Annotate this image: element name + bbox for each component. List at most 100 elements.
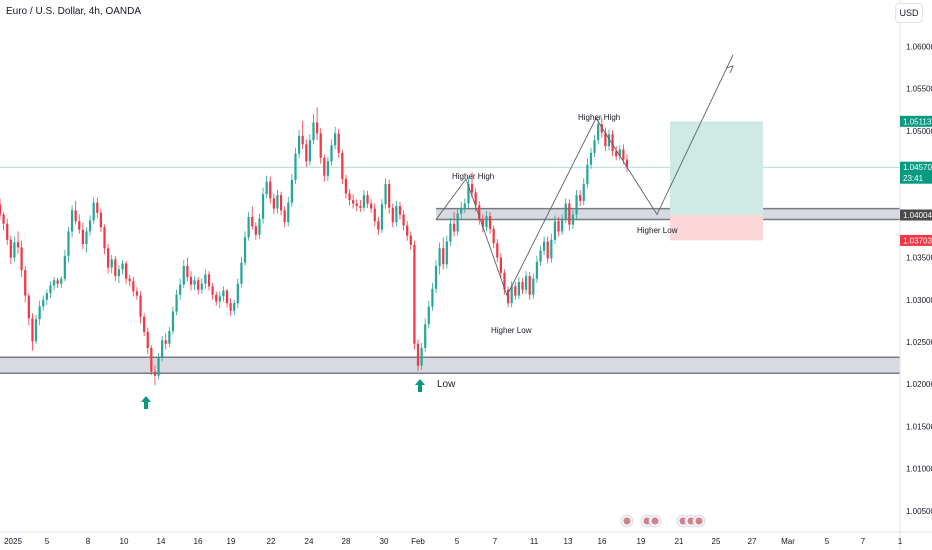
candle-body: [434, 266, 438, 289]
candle-body: [164, 340, 167, 344]
candle-body: [225, 290, 229, 304]
candle-body: [488, 216, 492, 229]
candle-body: [139, 295, 142, 317]
candle-body: [52, 280, 56, 286]
candle-body: [330, 145, 333, 162]
candle-body: [561, 218, 564, 232]
x-tick-label: 21: [675, 537, 684, 546]
candle-body: [168, 331, 171, 344]
candle-body: [99, 212, 103, 228]
candle-body: [579, 195, 582, 201]
candle-body: [146, 331, 149, 348]
candle-body: [496, 243, 499, 258]
candle-body: [402, 214, 405, 226]
candle-body: [366, 195, 369, 204]
x-tick-label: 8: [86, 537, 91, 546]
candle-body: [294, 153, 297, 180]
x-tick-label: 22: [267, 537, 276, 546]
candle-body: [247, 217, 250, 238]
candle-body: [618, 149, 621, 157]
target-price-tag: [900, 115, 932, 127]
event-marker-flag: [679, 517, 687, 525]
x-tick-label: 2025: [4, 537, 22, 546]
candle-body: [243, 237, 247, 263]
candle-body: [323, 157, 326, 176]
candle-body: [27, 295, 30, 319]
candle-body: [96, 202, 99, 213]
candle-body: [233, 303, 236, 311]
candle-body: [391, 207, 394, 223]
candle-body: [218, 296, 221, 302]
y-tick-label: 1.02500: [906, 338, 932, 347]
support-zone: [0, 357, 900, 374]
y-tick-label: 1.00500: [906, 507, 932, 516]
candle-body: [9, 239, 12, 258]
candle-body: [67, 231, 70, 256]
candle-body: [60, 278, 63, 284]
candle-body: [171, 311, 175, 332]
candle-body: [287, 202, 290, 223]
candle-body: [265, 181, 268, 195]
candle-body: [535, 261, 539, 279]
candle-body: [128, 278, 131, 282]
candle-body: [359, 206, 362, 208]
candle-body: [524, 276, 528, 290]
candle-body: [179, 284, 182, 295]
candle-body: [589, 152, 593, 165]
currency-button[interactable]: USD: [895, 3, 923, 23]
projection-arrowhead: [725, 65, 734, 74]
candle-body: [229, 303, 232, 311]
candle-body: [24, 270, 27, 296]
candle-body: [362, 195, 366, 208]
candle-body: [334, 133, 337, 146]
x-tick-label: 16: [194, 537, 203, 546]
x-tick-label: 7: [493, 537, 498, 546]
candle-body: [70, 210, 74, 232]
stop-price-tag-label: 1.03703: [903, 236, 932, 245]
candle-body: [539, 250, 542, 262]
candle-body: [42, 299, 45, 307]
x-tick-label: 30: [380, 537, 389, 546]
candle-body: [117, 269, 121, 277]
candle-body: [463, 203, 466, 208]
candle-body: [625, 159, 629, 168]
candle-body: [449, 223, 452, 242]
candle-body: [150, 347, 153, 372]
candle-body: [308, 140, 312, 162]
candle-body: [503, 272, 506, 290]
x-tick-label: 16: [598, 537, 607, 546]
candle-body: [204, 274, 207, 284]
candle-body: [431, 288, 434, 307]
candle-body: [445, 241, 448, 265]
current-price-tag-label: 1.04570: [903, 163, 932, 172]
resistance-zone: [436, 208, 900, 220]
candle-body: [297, 135, 301, 154]
candle-body: [557, 221, 560, 232]
x-tick-label: 28: [342, 537, 351, 546]
annotation-label: Higher Low: [637, 226, 678, 235]
candle-body: [2, 214, 5, 224]
candle-body: [546, 241, 549, 259]
candle-body: [406, 225, 409, 236]
candle-body: [452, 223, 456, 232]
candle-body: [13, 242, 16, 258]
candle-body: [305, 144, 308, 162]
candle-body: [499, 257, 502, 273]
x-tick-label: Mar: [781, 537, 795, 546]
position-target-zone: [670, 121, 763, 215]
event-marker-flag: [687, 517, 695, 525]
candle-body: [532, 278, 535, 295]
candle-body: [438, 248, 441, 266]
candle-body: [388, 184, 391, 208]
candle-body: [276, 195, 279, 209]
x-tick-label: 1: [898, 537, 903, 546]
candle-body: [395, 206, 398, 223]
candle-body: [427, 306, 430, 325]
x-tick-label: 24: [305, 537, 314, 546]
candle-body: [341, 152, 344, 180]
candle-body: [467, 184, 470, 204]
event-marker-flag: [695, 517, 703, 525]
candle-body: [337, 133, 340, 153]
annotation-label: Higher High: [452, 172, 494, 181]
